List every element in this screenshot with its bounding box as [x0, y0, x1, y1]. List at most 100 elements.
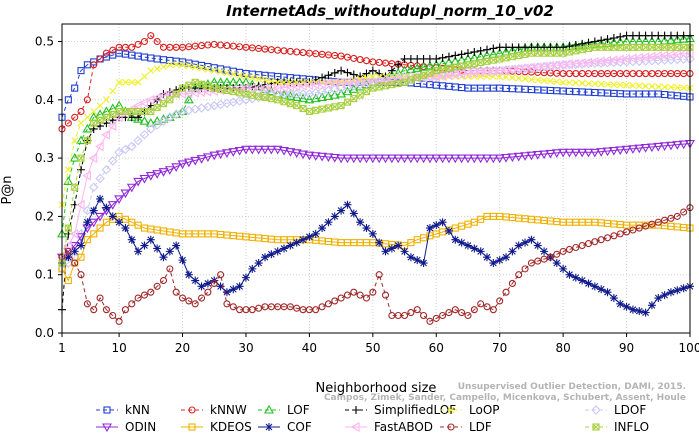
- data-point: [133, 114, 144, 123]
- data-point: [229, 285, 238, 294]
- data-point: [210, 67, 218, 75]
- data-point: [172, 241, 181, 250]
- data-point: [450, 154, 461, 164]
- data-point: [108, 212, 117, 221]
- data-point: [610, 232, 618, 240]
- data-point: [412, 154, 423, 164]
- data-point: [616, 81, 624, 89]
- data-point: [178, 256, 187, 265]
- data-point: [191, 276, 200, 285]
- marker-cross: [629, 43, 637, 51]
- x-axis-ticks: 1 10 20 30 40 50 60 70 80 90 100: [58, 333, 699, 355]
- data-point: [589, 148, 600, 158]
- data-point: [318, 303, 326, 311]
- marker-cross: [432, 67, 440, 75]
- marker-cross: [274, 96, 282, 104]
- data-point: [399, 65, 410, 75]
- data-point: [667, 83, 675, 91]
- marker-cross: [540, 49, 548, 57]
- data-point: [629, 82, 637, 89]
- data-point: [381, 291, 390, 299]
- marker-cross: [578, 46, 586, 54]
- x-tick-label: 30: [238, 341, 253, 355]
- data-point: [521, 265, 529, 273]
- marker-cross: [236, 89, 244, 97]
- data-point: [198, 294, 206, 302]
- data-point: [615, 36, 626, 46]
- marker-cross: [115, 108, 123, 115]
- marker-cross: [261, 94, 269, 101]
- data-point: [489, 259, 498, 268]
- legend-label: LOF: [287, 403, 310, 417]
- data-point: [623, 228, 631, 236]
- data-point: [476, 46, 485, 55]
- data-point: [83, 137, 91, 145]
- data-point: [241, 273, 250, 282]
- data-point: [565, 245, 574, 253]
- data-point: [83, 113, 91, 121]
- marker-cross: [293, 102, 301, 110]
- data-point: [539, 150, 550, 160]
- data-point: [424, 60, 435, 70]
- data-point: [418, 154, 429, 164]
- data-point: [69, 228, 79, 239]
- marker-cross: [592, 423, 600, 431]
- marker-cross: [369, 84, 377, 92]
- data-point: [159, 276, 168, 285]
- data-point: [438, 53, 447, 62]
- data-point: [272, 145, 283, 155]
- data-point: [273, 247, 282, 256]
- marker-cross: [445, 64, 453, 72]
- data-point: [82, 205, 93, 216]
- data-point: [432, 314, 440, 322]
- data-point: [559, 247, 567, 255]
- marker-cross: [585, 45, 592, 52]
- data-point: [183, 158, 194, 168]
- marker-cross: [280, 98, 288, 106]
- marker-cross: [350, 95, 358, 103]
- data-point: [387, 244, 396, 253]
- marker-cross: [401, 78, 408, 86]
- data-point: [571, 273, 580, 282]
- data-point: [330, 212, 339, 221]
- data-point: [457, 238, 466, 247]
- data-point: [183, 94, 194, 104]
- data-point: [526, 151, 537, 161]
- legend-marker: [103, 406, 111, 414]
- series-line: [61, 197, 691, 314]
- data-point: [109, 311, 117, 320]
- marker-cross: [242, 90, 250, 98]
- data-point: [96, 194, 105, 203]
- data-point: [508, 74, 516, 82]
- y-tick-label: 0.4: [35, 93, 54, 107]
- data-point: [122, 78, 129, 86]
- data-point: [608, 146, 619, 156]
- marker-cross: [559, 49, 567, 57]
- data-point: [323, 91, 334, 100]
- data-point: [71, 84, 79, 92]
- data-point: [419, 259, 428, 268]
- marker-cross: [134, 108, 142, 115]
- data-point: [406, 253, 415, 262]
- series-line: [61, 58, 691, 270]
- data-point: [310, 93, 321, 103]
- data-point: [139, 129, 150, 140]
- data-point: [413, 256, 422, 265]
- data-point: [609, 294, 618, 303]
- data-point: [312, 306, 320, 314]
- data-point: [463, 241, 472, 250]
- data-point: [140, 291, 149, 299]
- data-point: [362, 294, 371, 302]
- marker-cross: [191, 78, 199, 86]
- data-point: [369, 288, 377, 296]
- data-point: [520, 152, 531, 161]
- data-point: [286, 241, 295, 250]
- data-point: [394, 241, 403, 250]
- data-point: [197, 282, 206, 291]
- series-lines: [56, 31, 695, 325]
- data-point: [248, 264, 257, 273]
- data-point: [128, 300, 136, 308]
- data-point: [437, 154, 448, 164]
- data-point: [172, 288, 180, 296]
- data-point: [672, 34, 683, 44]
